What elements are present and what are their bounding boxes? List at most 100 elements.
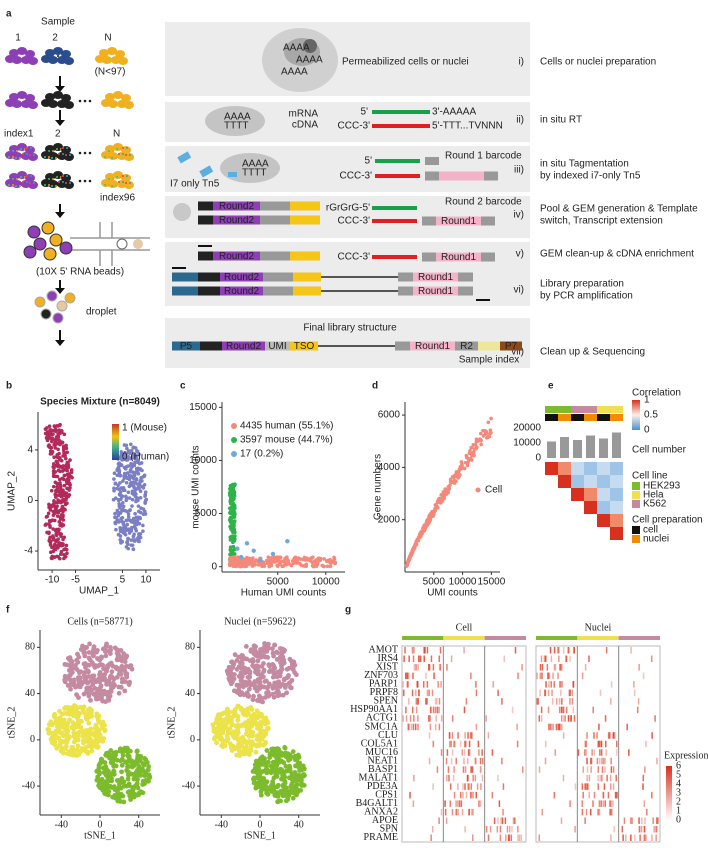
point xyxy=(50,433,54,437)
point xyxy=(67,475,71,479)
barcode-dot xyxy=(19,185,21,187)
y-tick-label: -4 xyxy=(24,546,33,557)
point xyxy=(128,496,132,500)
heatmap-cell xyxy=(644,766,646,773)
point xyxy=(141,475,145,479)
point xyxy=(133,783,138,788)
label: index96 xyxy=(100,193,135,204)
point xyxy=(128,475,132,479)
point xyxy=(451,480,455,484)
segment-label: R1 xyxy=(205,341,218,352)
heatmap-cell xyxy=(615,775,617,782)
point xyxy=(288,755,293,760)
label: AAAA xyxy=(281,67,308,78)
point xyxy=(81,708,86,713)
point xyxy=(293,779,298,784)
label: Round 1 barcode xyxy=(445,151,522,162)
heatmap-cell xyxy=(582,673,584,680)
point xyxy=(249,707,254,712)
y-tick-label: 40 xyxy=(185,688,195,699)
point xyxy=(119,769,124,774)
heatmap-cell xyxy=(461,800,463,807)
point xyxy=(255,715,260,720)
point xyxy=(96,719,101,724)
heatmap-cell xyxy=(645,741,647,748)
segment xyxy=(422,253,436,262)
step-text: in situ Tagmentation xyxy=(540,159,629,170)
heatmap-cell xyxy=(446,817,448,824)
point xyxy=(126,770,131,775)
heatmap-cell xyxy=(638,664,640,671)
heatmap-cell xyxy=(454,792,456,799)
legend-label: Cell xyxy=(485,485,502,496)
heatmap-cell xyxy=(545,681,547,688)
barcode-dot xyxy=(104,156,106,158)
point xyxy=(95,738,100,743)
point xyxy=(64,734,69,739)
x-axis-label: tSNE_1 xyxy=(244,830,276,841)
heatmap-cell xyxy=(417,681,419,688)
barcode-dot xyxy=(48,184,50,186)
point xyxy=(49,540,53,544)
point xyxy=(212,736,217,741)
colorbar xyxy=(112,424,119,460)
heatmap-cell xyxy=(501,758,503,765)
heatmap-cell xyxy=(584,488,597,501)
heatmap-cell xyxy=(593,732,595,739)
droplet xyxy=(41,309,51,319)
label: AAAA xyxy=(296,55,323,66)
bar xyxy=(612,433,621,459)
point xyxy=(294,672,299,677)
heatmap-cell xyxy=(631,817,633,824)
heatmap-cell xyxy=(439,656,441,663)
label: TTTT xyxy=(224,121,248,132)
x-tick-label: 10000 xyxy=(312,577,340,588)
heatmap-cell xyxy=(572,698,574,705)
heatmap-cell xyxy=(604,758,606,765)
heatmap-cell xyxy=(597,514,610,527)
heatmap-cell xyxy=(467,783,469,790)
heatmap-cell xyxy=(415,664,417,671)
heatmap-cell xyxy=(548,673,550,680)
point xyxy=(260,754,265,759)
segment-label: Round2 xyxy=(224,272,259,283)
heatmap-cell xyxy=(413,800,415,807)
x-axis-label: Human UMI counts xyxy=(241,588,327,599)
heatmap-cell xyxy=(610,758,612,765)
heatmap-cell xyxy=(601,758,603,765)
point xyxy=(87,663,92,668)
barcode-dot xyxy=(29,182,31,184)
point xyxy=(328,558,332,562)
barcode-dot xyxy=(20,176,22,178)
point xyxy=(91,692,96,697)
heatmap-cell xyxy=(572,690,574,697)
heatmap-cell xyxy=(639,834,641,841)
point xyxy=(123,466,127,470)
point xyxy=(110,675,115,680)
heatmap-cell xyxy=(449,741,451,748)
segment xyxy=(290,216,320,225)
point xyxy=(88,726,93,731)
heatmap-cell xyxy=(476,690,478,697)
x-tick-label: 0 xyxy=(258,819,263,830)
point xyxy=(239,690,244,695)
heatmap-cell xyxy=(609,800,611,807)
point xyxy=(471,443,475,447)
point xyxy=(280,565,284,569)
y-tick-label: 0 xyxy=(211,561,217,572)
heatmap-cell xyxy=(638,817,640,824)
point xyxy=(131,489,135,493)
heatmap-cell xyxy=(413,775,415,782)
point xyxy=(68,483,72,487)
segment xyxy=(458,287,473,296)
heatmap-cell xyxy=(437,707,439,714)
heatmap-cell xyxy=(416,698,418,705)
heatmap-cell xyxy=(656,758,658,765)
cell xyxy=(64,57,74,65)
point xyxy=(231,744,236,749)
legend-label: 4435 human (55.1%) xyxy=(240,421,333,432)
point xyxy=(475,439,479,443)
point xyxy=(271,670,276,675)
heatmap-cell xyxy=(452,715,454,722)
point xyxy=(257,711,262,716)
